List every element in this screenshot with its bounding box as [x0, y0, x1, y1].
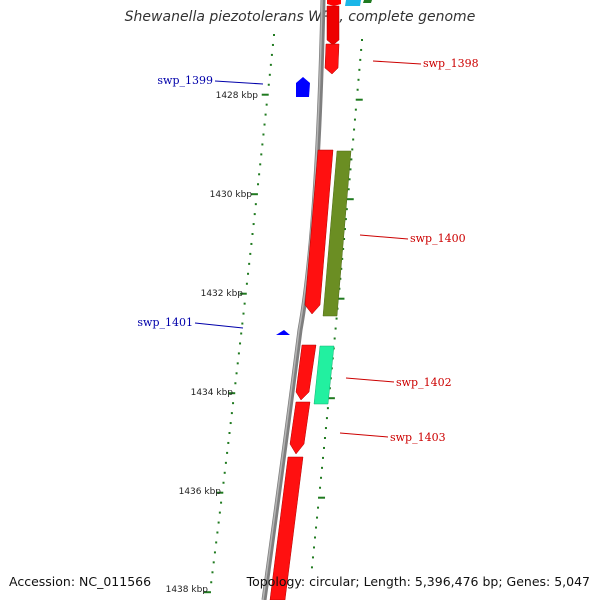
- gene-label-swp-1398[interactable]: swp_1398: [423, 57, 479, 70]
- gene-swp-1401[interactable]: [276, 330, 290, 335]
- tick-label-1438: 1438 kbp: [166, 585, 209, 595]
- gene-swp-1399[interactable]: [296, 77, 310, 97]
- accession-text: Accession: NC_011566: [9, 574, 152, 589]
- gene-label-swp-1403[interactable]: swp_1403: [390, 431, 446, 444]
- genome-summary: Topology: circular; Length: 5,396,476 bp…: [246, 574, 590, 589]
- gene-swp-1400[interactable]: [304, 149, 334, 315]
- feature-olive[interactable]: [322, 150, 352, 317]
- leader-swp-1399: [214, 80, 264, 85]
- leader-swp-1398: [372, 60, 422, 65]
- gene-swp-1398b[interactable]: [324, 43, 340, 75]
- tick-marks-left: [203, 34, 275, 594]
- genome-backbone-highlight: [262, 0, 323, 600]
- gene-swp-1402[interactable]: [295, 344, 317, 401]
- tick-label-1428: 1428 kbp: [216, 91, 259, 101]
- gene-label-swp-1401[interactable]: swp_1401: [137, 316, 193, 329]
- genome-backbone: [261, 0, 326, 600]
- leader-swp-1401: [194, 322, 244, 329]
- map-title: Shewanella piezotolerans WP3, complete g…: [124, 9, 476, 25]
- leader-swp-1400: [359, 234, 409, 240]
- feature-cyan-small[interactable]: [363, 0, 372, 3]
- tick-label-1430: 1430 kbp: [210, 190, 253, 200]
- gene-label-swp-1400[interactable]: swp_1400: [410, 232, 466, 245]
- tick-label-1432: 1432 kbp: [201, 289, 244, 299]
- tick-label-1434: 1434 kbp: [191, 388, 234, 398]
- gene-label-swp-1402[interactable]: swp_1402: [396, 376, 452, 389]
- leader-swp-1403: [339, 432, 389, 438]
- feature-cyan[interactable]: [345, 0, 361, 6]
- feature-mint[interactable]: [313, 345, 335, 405]
- gene-swp-1397[interactable]: [327, 0, 341, 6]
- gene-swp-1398[interactable]: [326, 5, 340, 46]
- gene-label-swp-1399[interactable]: swp_1399: [157, 74, 213, 87]
- gene-swp-1403[interactable]: [289, 401, 311, 455]
- gene-swp-1404[interactable]: [269, 456, 304, 600]
- tick-label-1436: 1436 kbp: [179, 487, 222, 497]
- leader-swp-1402: [345, 377, 395, 383]
